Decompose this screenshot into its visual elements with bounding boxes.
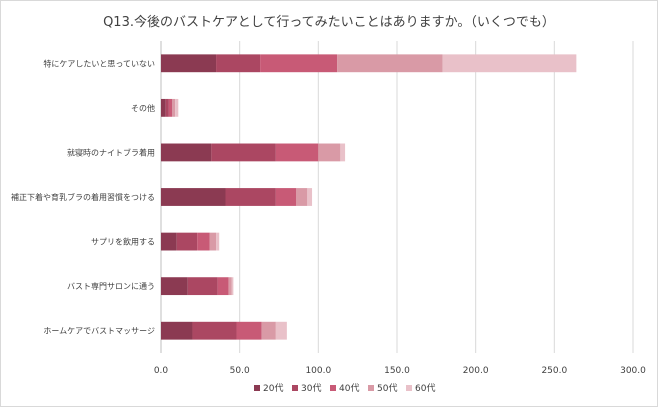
bar-segment [340, 143, 346, 162]
bar-segment [275, 188, 297, 206]
x-tick-label: 100.0 [305, 366, 331, 376]
chart-title: Q13.今後のバストケアとして行ってみたいことはありますか。（いくつでも） [103, 15, 555, 30]
bars [161, 54, 577, 340]
x-tick-label: 150.0 [384, 366, 410, 376]
category-label: ホームケアでバストマッサージ [43, 327, 155, 336]
bar-segment [161, 277, 188, 296]
x-tick-label: 50.0 [230, 366, 250, 376]
bar-segment [225, 188, 276, 206]
legend-swatch [330, 385, 336, 391]
category-label: 補正下着や育乳ブラの着用習慣をつける [11, 192, 155, 202]
legend-swatch [292, 385, 298, 391]
legend-label: 60代 [415, 383, 435, 394]
legend: 20代 30代 40代 50代 60代 [254, 383, 435, 394]
legend-swatch [406, 385, 412, 391]
x-tick-label: 300.0 [620, 366, 646, 376]
bar-segment [442, 54, 577, 73]
bar-segment [216, 54, 261, 73]
bar-segment [187, 277, 218, 296]
bar-segment [318, 143, 341, 162]
category-label: 就寝時のナイトブラ着用 [67, 147, 155, 157]
bar-segment [275, 143, 319, 162]
x-tick-label: 250.0 [541, 366, 567, 376]
category-label: その他 [131, 103, 155, 113]
bar-segment [217, 277, 229, 296]
legend-label: 30代 [301, 383, 321, 394]
bar-segment [296, 188, 308, 206]
bar-segment [192, 321, 237, 340]
bar-segment [228, 277, 232, 296]
x-tick-labels: 0.0 50.0 100.0 150.0 200.0 250.0 300.0 [154, 366, 646, 376]
bar-segment [216, 232, 220, 251]
x-tick-label: 0.0 [154, 366, 169, 376]
bar-segment [161, 54, 217, 73]
legend-swatch [368, 385, 374, 391]
bar-segment [260, 54, 338, 73]
bar-segment [209, 232, 217, 251]
bar-segment [176, 232, 198, 251]
legend-label: 40代 [339, 383, 359, 394]
bar-segment [161, 232, 177, 251]
bar-segment [175, 98, 179, 117]
bar-segment [165, 98, 169, 117]
bar-segment [161, 321, 193, 340]
x-tick-label: 200.0 [463, 366, 489, 376]
category-label: バスト専門サロンに通う [67, 281, 155, 291]
bar-segment [211, 143, 276, 162]
bar-segment [275, 321, 287, 340]
category-label: サプリを飲用する [91, 237, 155, 247]
bar-segment [307, 188, 313, 206]
bar-segment [261, 321, 276, 340]
bar-segment [161, 98, 166, 117]
bar-segment [337, 54, 443, 73]
legend-label: 20代 [263, 383, 283, 394]
legend-label: 50代 [377, 383, 397, 394]
category-label: 特にケアしたいと思っていない [43, 58, 155, 68]
category-labels: 特にケアしたいと思っていないその他就寝時のナイトブラ着用補正下着や育乳ブラの着用… [11, 58, 155, 335]
bar-segment [161, 188, 226, 206]
bar-segment [172, 98, 176, 117]
bar-segment [161, 143, 212, 162]
bar-segment [168, 98, 173, 117]
legend-swatch [254, 385, 260, 391]
bar-segment [236, 321, 262, 340]
bar-segment [231, 277, 234, 296]
bar-segment [197, 232, 210, 251]
